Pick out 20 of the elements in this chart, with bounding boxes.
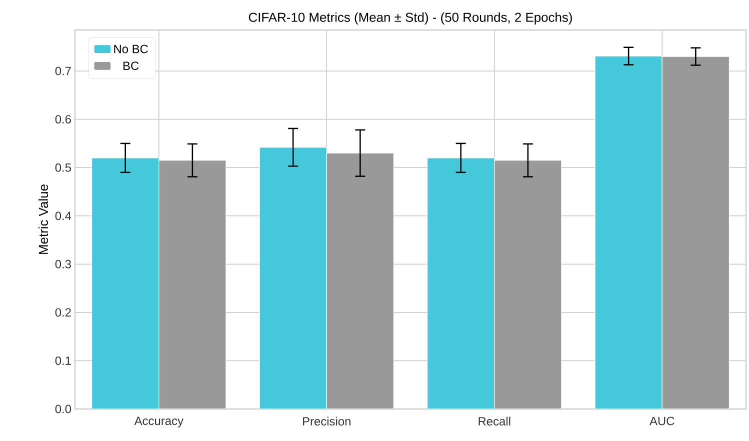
y-axis-title: Metric Value (38, 184, 48, 254)
bar (426, 158, 495, 409)
y-tick-label: 0.0 (55, 404, 72, 414)
bar (259, 147, 327, 409)
y-tick-label: 0.4 (55, 212, 72, 220)
x-tick-label: Precision (303, 416, 350, 426)
legend-label: BC (124, 62, 139, 70)
y-tick-label: 0.1 (55, 356, 71, 365)
bar (91, 158, 160, 409)
y-tick-label: 0.3 (55, 260, 71, 268)
x-tick-label: Recall (478, 416, 510, 426)
y-tick-label: 0.5 (55, 163, 71, 172)
x-tick-label: Accuracy (134, 416, 184, 428)
y-tick-label: 0.7 (55, 66, 71, 76)
legend-label: No BC (114, 44, 148, 54)
chart-title: CIFAR-10 Metrics (Mean ± Std) - (50 Rounds, 2 Epochs) (248, 12, 572, 24)
bar (594, 56, 662, 409)
x-tick-label: AUC (650, 416, 674, 426)
y-tick-label: 0.2 (55, 308, 71, 317)
y-tick-label: 0.6 (55, 115, 71, 124)
